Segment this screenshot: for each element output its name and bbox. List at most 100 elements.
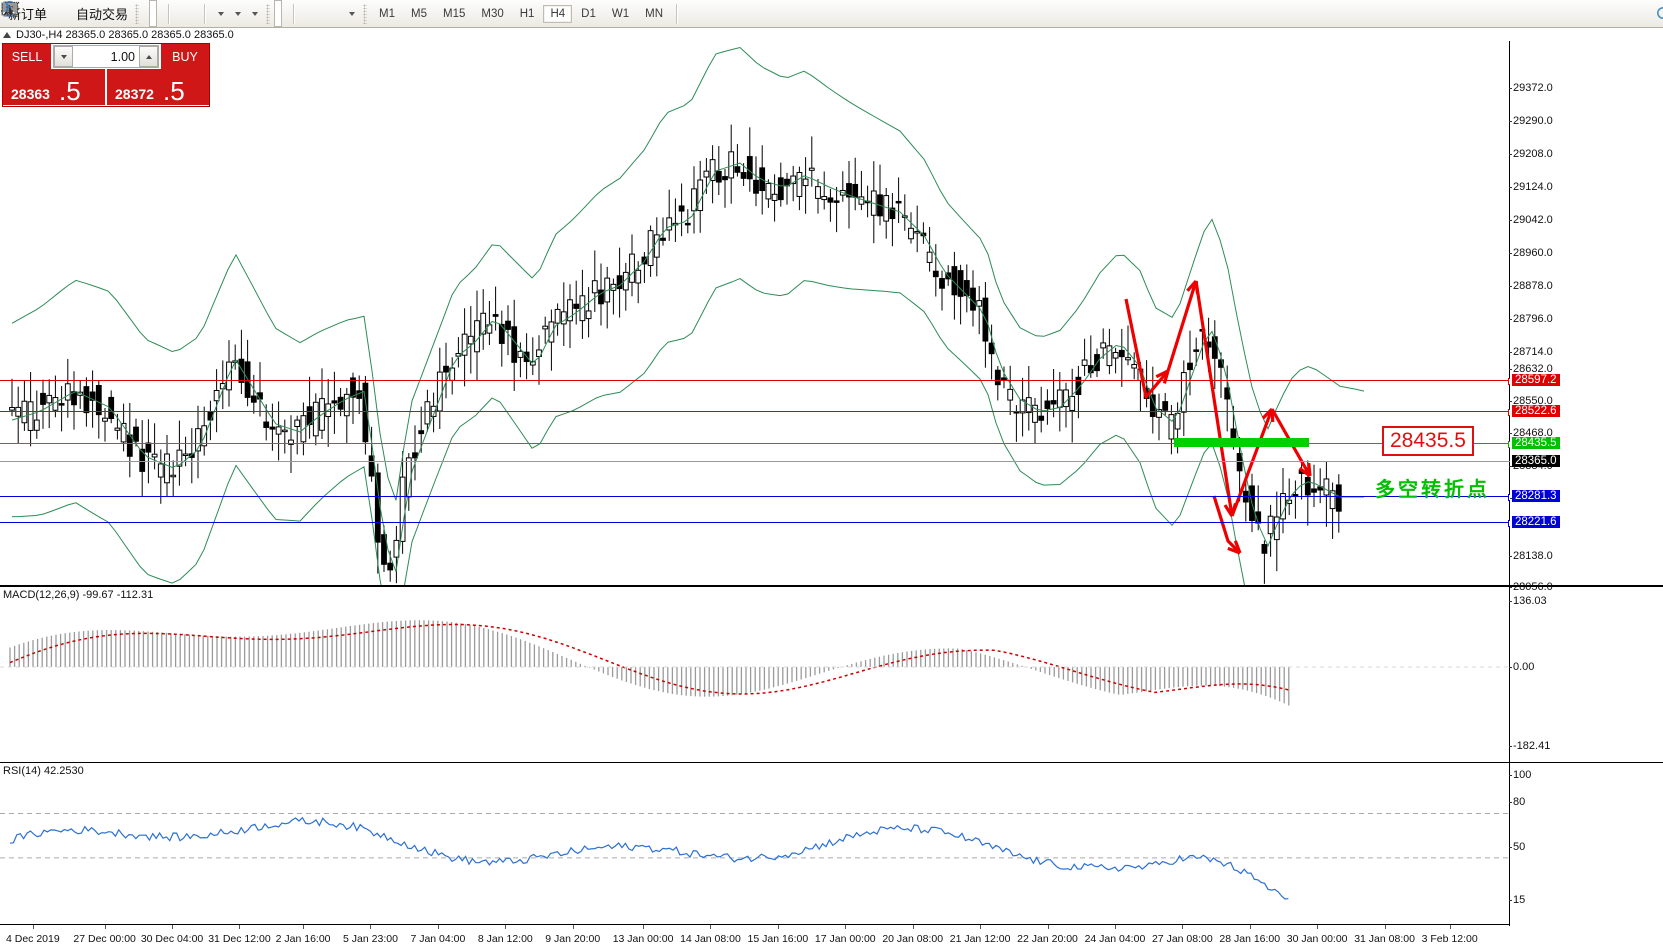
resistance-line-28522[interactable] [0, 409, 1510, 416]
time-tick: 8 Jan 12:00 [477, 925, 533, 945]
price-tag-resistance[interactable]: 28597.2 [1512, 374, 1560, 386]
time-tick: 3 Feb 12:00 [1421, 925, 1478, 945]
svg-text:E: E [15, 13, 19, 19]
macd-plot[interactable]: MACD(12,26,9) -99.67 -112.31 [0, 587, 1510, 762]
price-tick: 28138.0 [1509, 550, 1553, 562]
auto-scroll-icon[interactable] [3, 1, 199, 26]
volume-decrement-button[interactable] [54, 46, 73, 67]
price-tag-level[interactable]: 28281.3 [1512, 490, 1560, 502]
macd-tick: 136.03 [1509, 595, 1547, 607]
time-tick: 4 Dec 2019 [6, 925, 60, 945]
timeframe-m5[interactable]: M5 [411, 7, 427, 20]
buy-price-decimal: .5 [163, 76, 185, 106]
price-callout[interactable]: 28435.5 [1382, 426, 1474, 456]
time-tick: 27 Dec 00:00 [73, 925, 136, 945]
macd-pane[interactable]: MACD(12,26,9) -99.67 -112.31 136.03 0.00 -… [0, 586, 1663, 763]
candlestick-chart-icon[interactable] [1, 0, 158, 27]
price-pane[interactable]: 28435.5 多空转折点 29372.0 29290.0 29208.0 29124… [0, 41, 1663, 593]
price-tick: 29290.0 [1509, 115, 1553, 127]
time-tick: 31 Jan 08:00 [1354, 925, 1415, 945]
timeframe-w1[interactable]: W1 [611, 7, 630, 20]
timeframe-d1[interactable]: D1 [581, 7, 596, 20]
crosshair-icon[interactable] [4, 1, 288, 26]
rsi-tick: 50 [1508, 841, 1526, 853]
macd-series-svg [0, 620, 1510, 706]
support-line-28435[interactable] [0, 441, 1510, 448]
period-dropdown-icon[interactable] [235, 11, 242, 16]
last-price-line [0, 461, 1510, 462]
toolbar-grip[interactable] [135, 3, 140, 24]
toolbar-grip[interactable] [363, 3, 368, 24]
shapes-dropdown-icon[interactable] [349, 11, 356, 16]
rsi-axis: 100 80 50 15 [1508, 763, 1663, 926]
chinese-annotation[interactable]: 多空转折点 [1375, 477, 1490, 501]
price-tick: 28056.0 [1509, 581, 1553, 593]
volume-increment-button[interactable] [139, 46, 158, 67]
price-tick: 29124.0 [1509, 181, 1553, 193]
resistance-line-28597[interactable] [0, 378, 1510, 385]
time-tick: 15 Jan 16:00 [747, 925, 809, 945]
timeframe-mn[interactable]: MN [645, 7, 663, 20]
symbol-ohlc-text: DJ30-,H4 28365.0 28365.0 28365.0 28365.0 [16, 29, 234, 41]
rsi-plot[interactable]: RSI(14) 42.2530 [0, 763, 1510, 926]
time-axis[interactable]: 4 Dec 2019 27 Dec 00:00 30 Dec 04:00 31 Dec… [0, 924, 1510, 951]
indicators-dropdown-icon[interactable] [252, 11, 259, 16]
price-tag-level[interactable]: 28221.6 [1512, 516, 1560, 528]
timeframe-h4[interactable]: H4 [543, 4, 573, 23]
timeframe-m30[interactable]: M30 [481, 7, 504, 20]
time-tick: 13 Jan 00:00 [612, 925, 674, 945]
macd-tick: 0.00 [1508, 661, 1535, 673]
price-tag-resistance[interactable]: 28522.6 [1512, 405, 1560, 417]
indicators-icon[interactable] [2, 1, 251, 26]
level-line-28221[interactable] [0, 520, 1510, 527]
autotrade-label[interactable]: 自动交易 [76, 7, 129, 22]
price-axis[interactable]: 29372.0 29290.0 29208.0 29124.0 29042.0 28960… [1509, 41, 1663, 593]
svg-text:T: T [6, 3, 14, 17]
price-plot[interactable]: 28435.5 多空转折点 [0, 41, 1510, 585]
template-dropdown-icon[interactable] [218, 11, 225, 16]
chart-area[interactable]: 28435.5 多空转折点 29372.0 29290.0 29208.0 29124… [0, 41, 1663, 951]
time-tick: 27 Jan 08:00 [1151, 925, 1213, 945]
one-click-trading-panel[interactable]: SELL 1.00 BUY 28363 .5 28372 .5 [2, 43, 210, 107]
sell-price-box[interactable]: 28363 .5 [3, 69, 105, 105]
price-tick: 28550.0 [1509, 395, 1553, 407]
time-tick: 21 Jan 12:00 [949, 925, 1011, 945]
sell-price-decimal: .5 [59, 76, 81, 106]
volume-value[interactable]: 1.00 [110, 49, 135, 64]
buy-button[interactable]: BUY [161, 44, 209, 69]
cursor-icon[interactable] [5, 0, 283, 27]
period-icon[interactable] [2, 1, 234, 26]
text-object-icon[interactable]: T [2, 1, 342, 26]
price-tag-last-price[interactable]: 28365.0 [1512, 455, 1560, 467]
sell-button[interactable]: SELL [3, 44, 51, 69]
price-series-svg [9, 46, 1365, 585]
line-chart-icon[interactable] [2, 1, 163, 26]
price-tick: 28960.0 [1509, 247, 1553, 259]
timeframe-m15[interactable]: M15 [443, 7, 466, 20]
rsi-pane[interactable]: RSI(14) 42.2530 100 80 50 15 [0, 762, 1663, 926]
sell-price-main: 28363 [11, 86, 50, 102]
symbol-info-bar: DJ30-,H4 28365.0 28365.0 28365.0 28365.0 [0, 28, 1663, 42]
level-line-28281[interactable] [0, 494, 1510, 501]
macd-axis: 136.03 0.00 -182.41 [1508, 587, 1663, 762]
main-toolbar[interactable]: 新订单 自动交易 [0, 0, 1663, 28]
volume-stepper[interactable]: 1.00 [53, 45, 159, 68]
time-tick: 31 Dec 12:00 [208, 925, 271, 945]
timeframe-m1[interactable]: M1 [379, 7, 396, 20]
time-tick: 30 Dec 04:00 [140, 925, 204, 945]
time-tick: 20 Jan 08:00 [882, 925, 944, 945]
buy-price-box[interactable]: 28372 .5 [105, 69, 209, 105]
price-tick: 29208.0 [1509, 148, 1553, 160]
text-label-icon[interactable]: F [3, 1, 330, 26]
template-icon[interactable] [3, 1, 217, 26]
price-tag-support[interactable]: 28435.5 [1512, 437, 1560, 449]
macd-tick: -182.41 [1508, 740, 1551, 752]
timeframe-h1[interactable]: H1 [519, 7, 535, 20]
text-icon[interactable]: A [4, 1, 336, 26]
rsi-tick: 100 [1508, 769, 1532, 781]
shapes-icon[interactable] [5, 1, 348, 26]
collapse-triangle-icon[interactable] [3, 32, 11, 38]
support-zone-rectangle[interactable] [1174, 438, 1309, 447]
svg-text:F: F [14, 13, 18, 19]
toolbar-grip[interactable] [266, 3, 271, 24]
